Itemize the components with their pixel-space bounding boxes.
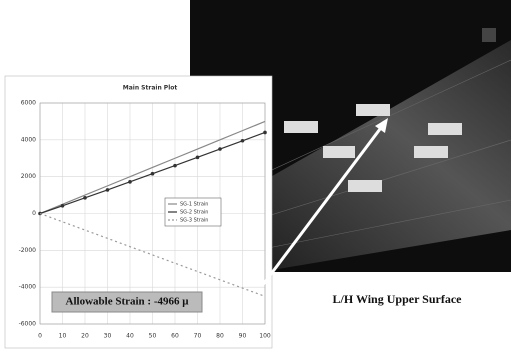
gauge-tag	[284, 121, 318, 133]
gauge-tag	[348, 180, 382, 192]
gauge-tag	[323, 146, 355, 158]
page: {"chart_data": {"type": "line", "title":…	[0, 0, 511, 350]
y-tick-label: 0	[32, 210, 36, 217]
annotation: Allowable Strain : -4966 μ	[66, 296, 190, 308]
logo	[482, 28, 496, 42]
x-tick-label: 80	[216, 333, 224, 340]
marker	[128, 180, 132, 184]
legend-label: SG-3 Strain	[180, 218, 208, 224]
x-tick-label: 10	[59, 333, 67, 340]
x-tick-label: 20	[81, 333, 89, 340]
figure: Main Strain Plot -6000-4000-200002000400…	[0, 0, 511, 350]
marker	[263, 131, 267, 135]
x-tick-label: 70	[194, 333, 202, 340]
gauge-tag	[356, 104, 390, 116]
legend-label: SG-1 Strain	[180, 202, 208, 208]
y-tick-label: -4000	[19, 284, 37, 291]
chart-title: Main Strain Plot	[123, 85, 178, 92]
y-tick-label: 4000	[21, 136, 36, 143]
y-tick-label: 2000	[21, 173, 36, 180]
y-tick-label: -2000	[19, 247, 37, 254]
y-tick-label: -6000	[19, 321, 37, 328]
y-tick-label: 6000	[21, 100, 36, 107]
x-tick-label: 60	[171, 333, 179, 340]
x-tick-label: 50	[149, 333, 157, 340]
caption: L/H Wing Upper Surface	[332, 292, 462, 306]
marker	[106, 188, 110, 192]
marker	[151, 172, 155, 176]
gauge-tag	[414, 146, 448, 158]
x-tick-label: 30	[104, 333, 112, 340]
x-tick-label: 90	[239, 333, 247, 340]
marker	[83, 196, 87, 200]
x-tick-label: 0	[38, 333, 42, 340]
gauge-tag	[428, 123, 462, 135]
legend-label: SG-2 Strain	[180, 210, 208, 216]
marker	[173, 164, 177, 168]
marker	[241, 139, 245, 143]
marker	[196, 156, 200, 160]
x-tick-label: 40	[126, 333, 134, 340]
marker	[61, 204, 65, 208]
marker	[218, 147, 222, 151]
x-tick-label: 100	[259, 333, 271, 340]
